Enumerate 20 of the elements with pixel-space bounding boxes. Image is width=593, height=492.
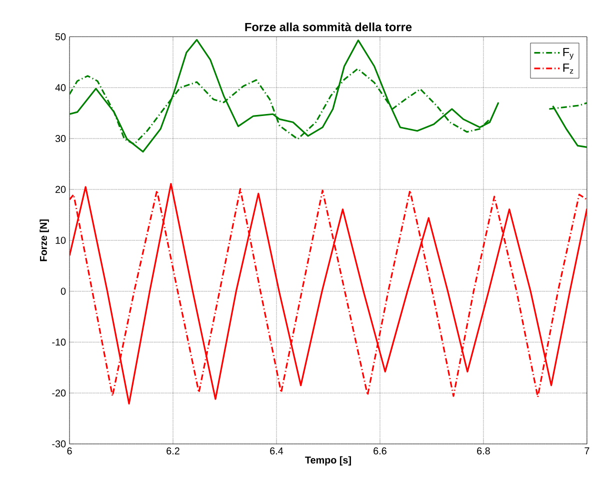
y-tick-label: 50	[55, 33, 66, 40]
chart-title: Forze alla sommità della torre	[245, 22, 412, 32]
y-axis-title: Forze [N]	[40, 220, 49, 262]
legend-label: F$_{z}$	[563, 64, 574, 74]
y-tick-label: -30	[52, 440, 66, 448]
y-tick-label: 30	[55, 135, 66, 142]
y-tick-label: 10	[56, 237, 66, 244]
x-tick-label: 6.8	[477, 448, 490, 455]
legend-label: F$_{y}$	[563, 48, 574, 60]
x-tick-label: 6.4	[270, 448, 284, 455]
y-tick-label: 0	[60, 288, 66, 295]
x-tick-label: 6.6	[374, 448, 386, 455]
y-tick-label: -20	[52, 390, 66, 397]
x-tick-label: 6.2	[166, 448, 180, 455]
y-tick-label: 40	[55, 84, 66, 92]
x-tick-label: 6	[67, 448, 72, 455]
x-tick-label: 7	[584, 448, 590, 454]
y-tick-label: 20	[56, 186, 66, 194]
y-tick-label: -10	[52, 338, 66, 346]
x-axis-title: Tempo [s]	[305, 456, 351, 466]
